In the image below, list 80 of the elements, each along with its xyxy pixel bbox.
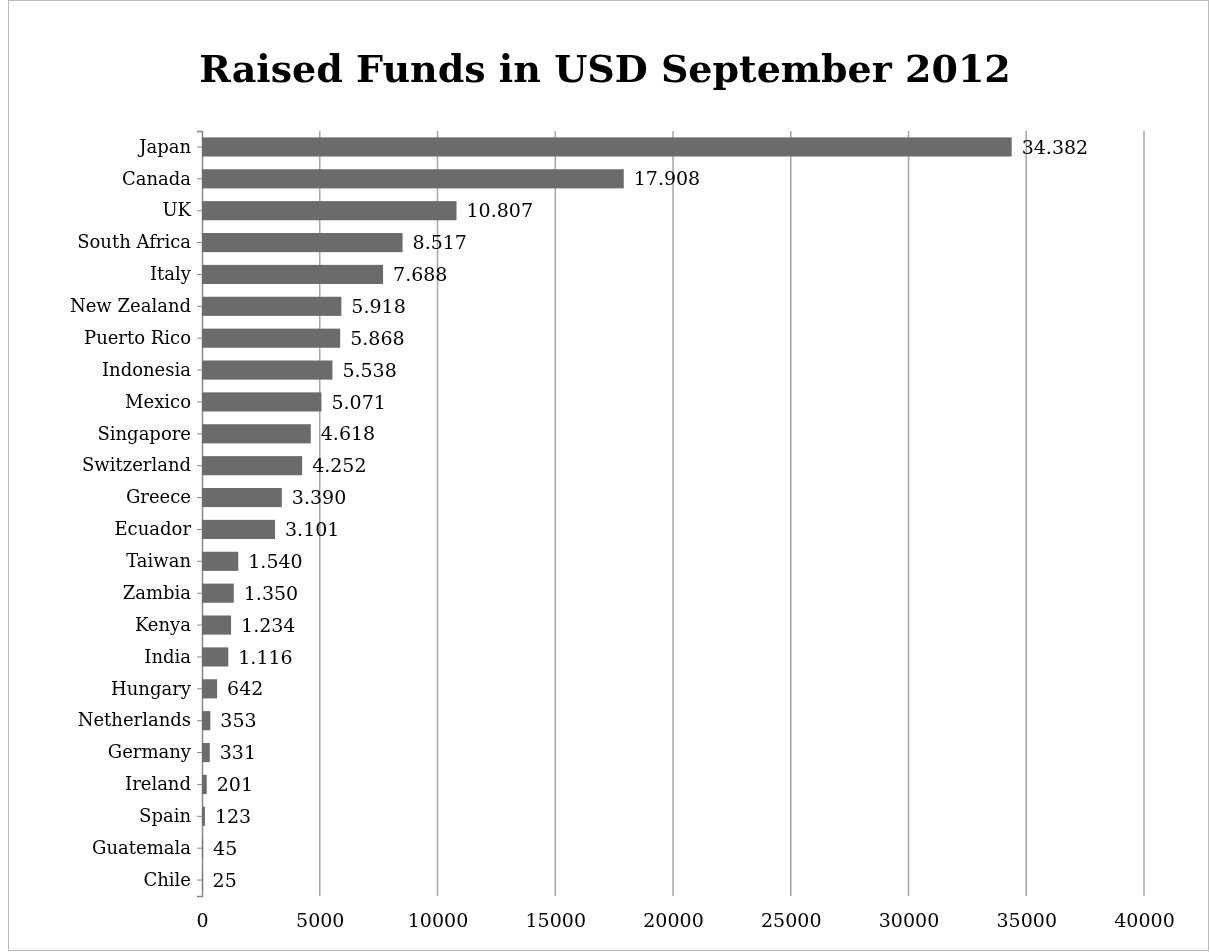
- data-label: 17.908: [633, 167, 701, 190]
- bar: [202, 201, 457, 221]
- bar: [202, 360, 333, 380]
- data-label: 8.517: [412, 231, 467, 254]
- data-label: 34.382: [1021, 135, 1089, 158]
- data-label: 5.071: [331, 390, 386, 413]
- data-label: 123: [214, 804, 252, 827]
- y-tick-label: Germany: [107, 741, 192, 763]
- x-tick-label: 35000: [996, 909, 1057, 932]
- x-tick-label: 0: [196, 909, 209, 932]
- y-tick-label: Netherlands: [77, 709, 191, 731]
- bar: [202, 264, 384, 284]
- y-tick-label: New Zealand: [69, 295, 191, 317]
- bar: [202, 519, 276, 539]
- bar: [202, 456, 303, 476]
- bar: [202, 774, 207, 794]
- data-label: 642: [227, 677, 264, 700]
- data-label: 5.868: [350, 326, 405, 349]
- bar: [202, 615, 232, 635]
- data-label: 1.116: [238, 645, 293, 668]
- data-label: 4.618: [320, 422, 376, 445]
- data-label: 10.807: [466, 199, 533, 222]
- data-label: 4.252: [312, 454, 367, 477]
- y-tick-label: Switzerland: [81, 454, 191, 476]
- data-label: 1.350: [243, 581, 299, 604]
- y-tick-label: Indonesia: [101, 358, 192, 380]
- data-label: 353: [220, 709, 257, 732]
- bar: [202, 679, 218, 699]
- y-tick-label: India: [144, 645, 192, 667]
- bar: [202, 233, 403, 253]
- y-tick-label: Japan: [137, 135, 192, 157]
- x-tick-label: 15000: [525, 909, 586, 932]
- y-tick-label: Canada: [121, 167, 192, 189]
- bar: [202, 169, 624, 189]
- y-tick-label: Spain: [139, 805, 192, 827]
- y-tick-label: Greece: [125, 486, 191, 508]
- bar: [202, 424, 311, 444]
- data-label: 5.918: [351, 294, 406, 317]
- data-label: 5.538: [342, 358, 397, 381]
- y-tick-label: Italy: [149, 263, 192, 285]
- y-tick-label: Kenya: [134, 613, 192, 635]
- bar: [202, 647, 229, 667]
- data-label: 201: [216, 773, 253, 796]
- chart-title: Raised Funds in USD September 2012: [199, 46, 1011, 91]
- y-tick-label: Zambia: [122, 581, 192, 603]
- bar: [202, 296, 342, 316]
- data-label: 1.234: [241, 613, 296, 636]
- y-tick-label: Taiwan: [126, 550, 192, 572]
- y-tick-label: Mexico: [125, 390, 191, 412]
- data-label: 331: [219, 741, 257, 764]
- bar: [202, 488, 282, 508]
- x-tick-label: 5000: [296, 909, 345, 932]
- bar: [202, 137, 1012, 157]
- bar: [202, 711, 211, 731]
- y-tick-label: Singapore: [97, 422, 191, 444]
- data-label: 3.390: [291, 486, 347, 509]
- data-label: 1.540: [248, 549, 303, 572]
- y-tick-label: Hungary: [111, 677, 192, 699]
- y-tick-label: South Africa: [77, 231, 192, 253]
- x-tick-label: 30000: [878, 909, 940, 932]
- data-label: 3.101: [285, 518, 340, 541]
- x-tick-label: 25000: [761, 909, 822, 932]
- x-tick-label: 40000: [1114, 909, 1175, 932]
- y-tick-label: Ireland: [125, 773, 191, 795]
- y-tick-label: Guatemala: [92, 836, 192, 858]
- bar: [202, 583, 234, 603]
- data-label: 7.688: [393, 263, 448, 286]
- y-tick-label: Ecuador: [114, 518, 192, 540]
- data-label: 45: [213, 836, 238, 859]
- bar: [202, 392, 322, 412]
- bar: [202, 551, 239, 571]
- x-tick-label: 10000: [407, 909, 469, 932]
- y-tick-label: UK: [162, 199, 192, 221]
- bar: [202, 328, 341, 348]
- bar: [202, 743, 210, 763]
- y-tick-label: Puerto Rico: [84, 326, 191, 348]
- data-label: 25: [212, 868, 237, 891]
- bar: [202, 806, 205, 826]
- y-tick-label: Chile: [143, 868, 191, 890]
- x-tick-label: 20000: [643, 909, 704, 932]
